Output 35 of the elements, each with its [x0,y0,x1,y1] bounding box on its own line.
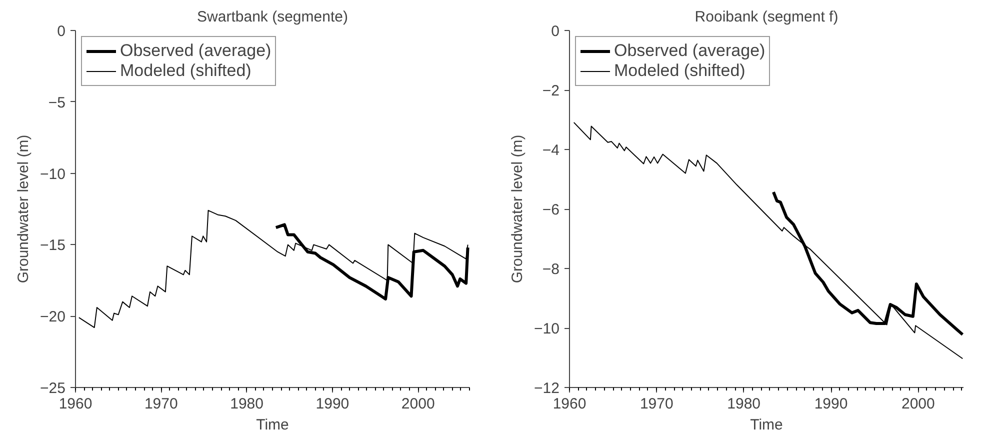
y-tick-label: −25 [40,380,66,397]
x-tick-label: 1980 [727,396,761,412]
x-tick-label: 1990 [814,396,848,412]
legend-label: Observed (average) [614,41,766,61]
y-tick-label: 0 [57,23,66,40]
y-tick-label: −8 [542,261,560,278]
x-tick-label: 1960 [552,396,586,412]
x-tick-label: 2000 [901,396,935,412]
y-tick-label: −10 [40,166,66,183]
legend-label: Observed (average) [120,41,272,61]
y-axis-title: Groundwater level (m) [15,134,32,284]
x-tick-label: 1960 [58,396,92,412]
x-axis-title: Time [256,416,289,434]
y-tick-label: −20 [40,308,66,326]
x-tick-label: 2000 [401,396,435,412]
legend-label: Modeled (shifted) [614,61,746,81]
y-axis-title: Groundwater level (m) [509,134,526,284]
y-tick-label: −5 [48,94,66,112]
y-tick-label: −4 [542,142,560,159]
line-series [78,210,468,328]
line-series [573,122,964,360]
y-tick-label: 0 [551,23,560,40]
x-tick-label: 1970 [144,396,178,412]
x-axis-title: Time [750,416,783,434]
x-tick-label: 1980 [230,396,264,412]
y-tick-label: −2 [542,82,560,100]
x-tick-label: 1990 [316,396,350,412]
y-tick-label: −10 [534,320,560,338]
x-tick-label: 1970 [640,396,674,412]
legend-label: Modeled (shifted) [120,61,252,81]
y-tick-label: −15 [40,237,66,254]
chart-title: Rooibank (segment f) [694,8,838,26]
y-tick-label: −6 [542,202,560,218]
y-tick-label: −12 [534,380,560,397]
chart-title: Swartbank (segmente) [197,8,348,26]
